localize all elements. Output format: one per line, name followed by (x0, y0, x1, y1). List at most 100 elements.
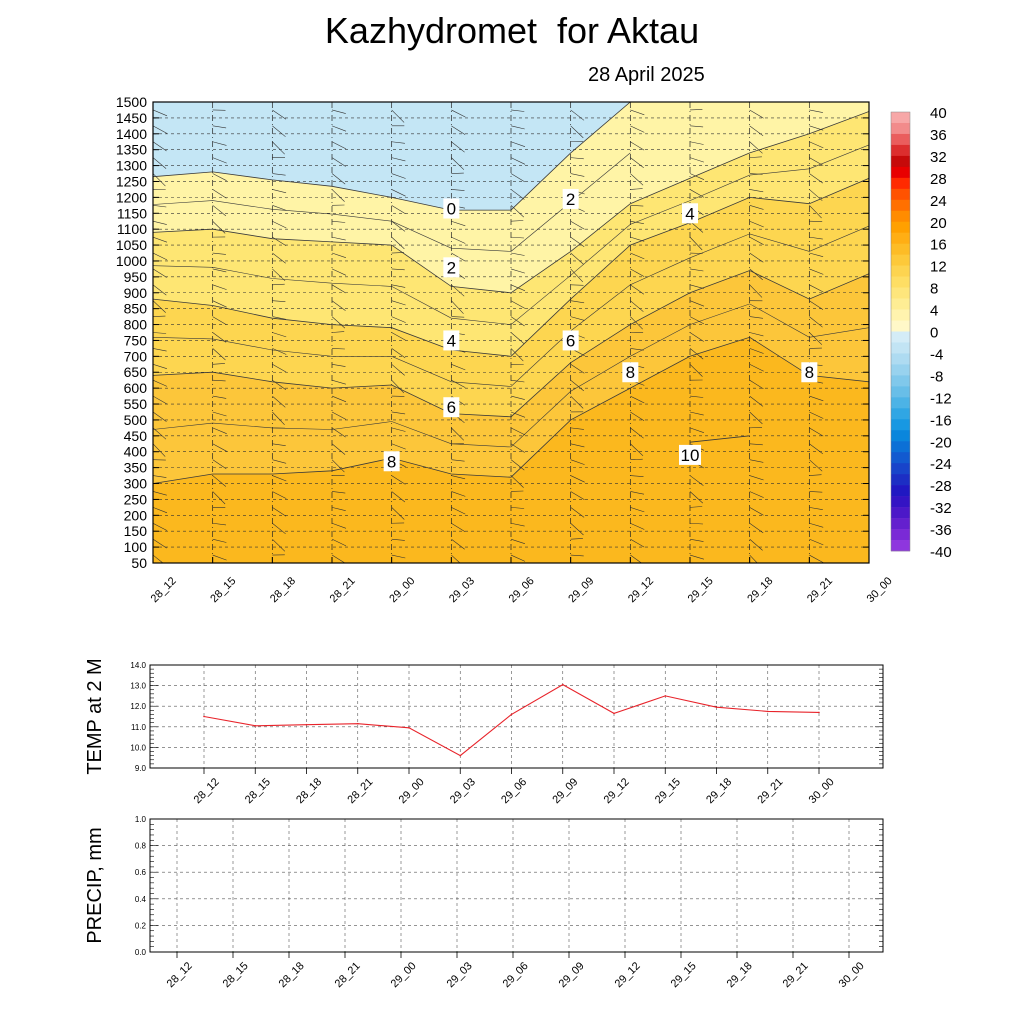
x-tick-label: 28_21 (333, 960, 363, 990)
colorbar-tick-label: 28 (930, 171, 947, 188)
wind-barb (630, 443, 644, 457)
colorbar-segment (891, 309, 910, 321)
colorbar-segment (891, 419, 910, 431)
wind-barb (689, 189, 705, 198)
wind-barb (570, 427, 584, 430)
wind-barb (451, 157, 465, 170)
data-point (613, 712, 615, 715)
wind-barb (868, 253, 869, 254)
wind-barb (153, 125, 168, 134)
colorbar-segment (891, 375, 910, 387)
wind-barb (749, 491, 764, 498)
y-tick-label: 1450 (116, 110, 147, 126)
x-tick-label: 29_21 (781, 960, 811, 990)
wind-barb (331, 459, 345, 473)
isotherm-10 (689, 435, 750, 443)
wind-barb (331, 316, 346, 329)
wind-barb (272, 475, 287, 482)
wind-barb (212, 554, 227, 561)
wind-barb (391, 443, 406, 450)
wind-barb (689, 364, 703, 377)
wind-barb (331, 236, 346, 241)
colorbar-segment (891, 430, 910, 442)
wind-barb (272, 173, 286, 176)
wind-barb (212, 363, 225, 365)
wind-barb (809, 236, 823, 240)
colorbar-segment (891, 221, 910, 234)
x-tick-label: 29_06 (507, 575, 537, 605)
colorbar-tick-label: 4 (930, 303, 938, 320)
wind-barb (212, 252, 226, 255)
wind-barb (212, 491, 226, 505)
wind-barb (809, 554, 824, 563)
wind-barb (451, 300, 464, 314)
wind-barb (749, 252, 764, 263)
wind-barb (868, 555, 869, 556)
wind-barb (451, 507, 466, 515)
wind-barb (331, 395, 347, 403)
wind-barb (391, 141, 405, 144)
wind-barb (809, 538, 824, 546)
colorbar-segment (891, 353, 910, 365)
wind-barb (331, 522, 347, 529)
wind-barb (212, 284, 227, 290)
wind-barb (689, 554, 704, 560)
plot-frame (149, 664, 884, 769)
wind-barb (510, 300, 526, 309)
wind-barb (272, 491, 287, 499)
wind-barb (809, 411, 824, 419)
wind-barb (331, 141, 347, 150)
wind-barb (510, 522, 525, 527)
wind-barb (510, 236, 525, 239)
wind-barb (212, 332, 227, 343)
y-tick-label: 0.2 (135, 921, 147, 930)
wind-barb (689, 316, 705, 325)
wind-barb (630, 316, 643, 330)
wind-barb (153, 475, 167, 478)
wind-barb (153, 522, 168, 531)
data-point (408, 727, 410, 729)
wind-barb (510, 554, 526, 562)
wind-barb (153, 395, 168, 405)
wind-barb (570, 523, 584, 536)
wind-barb (153, 220, 167, 225)
wind-barb (630, 220, 644, 224)
x-tick-label: 28_21 (345, 776, 375, 806)
y-tick-label: 650 (124, 364, 148, 380)
wind-barb (689, 332, 704, 342)
wind-barb (331, 363, 346, 367)
chart-title: Kazhydromet for Aktau (324, 10, 700, 51)
wind-barb (570, 507, 585, 518)
wind-barb (510, 173, 525, 183)
wind-barb (809, 507, 823, 510)
x-tick-label: 29_03 (447, 575, 477, 605)
wind-barb (272, 443, 286, 446)
wind-barb (749, 411, 763, 425)
x-tick-label: 28_12 (149, 575, 179, 605)
wind-barb (749, 364, 764, 372)
wind-barb (809, 205, 822, 219)
wind-barb (868, 475, 869, 476)
data-point (510, 713, 513, 716)
wind-barb (689, 506, 703, 508)
wind-barb (153, 348, 167, 352)
wind-barb (868, 395, 869, 397)
y-tick-label: 1300 (116, 158, 147, 174)
data-point (562, 683, 564, 686)
wind-barb (451, 236, 466, 244)
wind-barb (510, 443, 525, 453)
wind-barb (868, 109, 869, 111)
y-tick-label: 14.0 (130, 661, 146, 670)
y-tick-label: 0.8 (135, 842, 147, 851)
wind-barb (212, 538, 227, 543)
wind-barb (153, 109, 168, 117)
colorbar-tick-label: 12 (930, 259, 947, 276)
wind-barb (272, 411, 285, 426)
x-tick-label: 30_00 (837, 960, 867, 990)
y-tick-label: 500 (124, 412, 148, 428)
wind-barb (331, 252, 346, 258)
wind-barb (689, 109, 703, 111)
wind-barb (510, 205, 525, 218)
wind-barb (749, 332, 764, 337)
wind-barb (391, 348, 406, 359)
